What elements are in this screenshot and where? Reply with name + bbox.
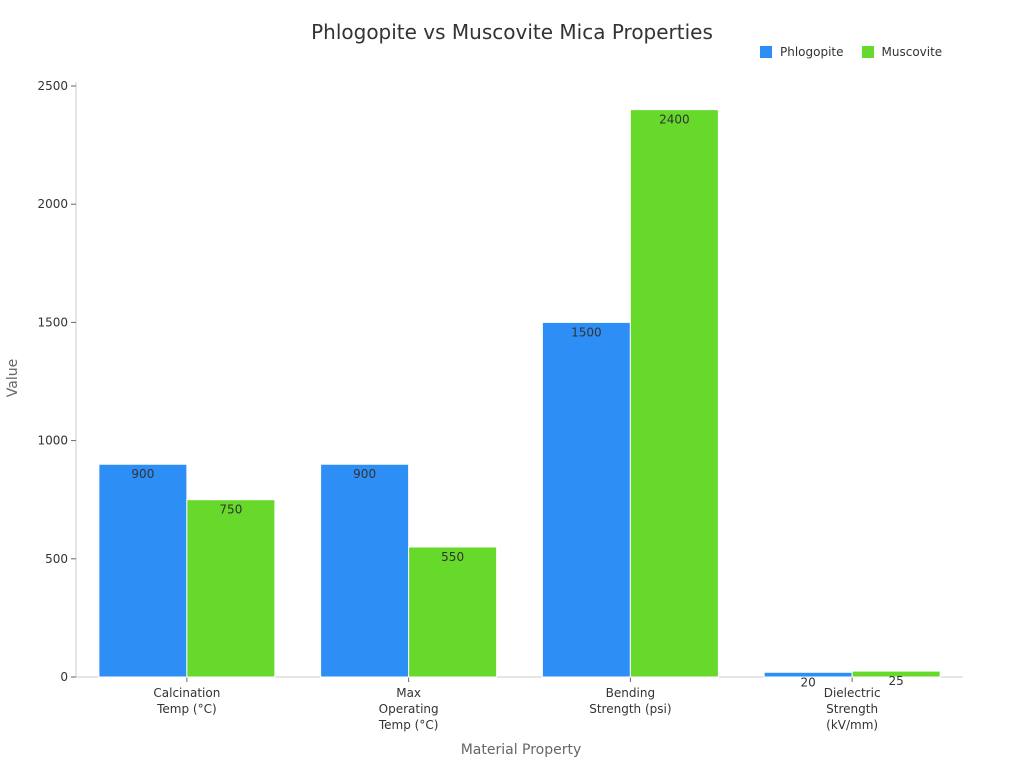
chart-title: Phlogopite vs Muscovite Mica Properties xyxy=(311,20,713,44)
bar-phlogopite-0 xyxy=(98,463,188,678)
x-tick-label: Calcination xyxy=(153,686,220,700)
x-tick-label: (kV/mm) xyxy=(826,718,878,732)
x-tick-label: Max xyxy=(396,686,421,700)
y-tick-label: 500 xyxy=(45,552,68,566)
x-axis-label: Material Property xyxy=(460,742,582,758)
legend-swatch-phlogopite xyxy=(760,46,772,58)
x-tick-label: Dielectric xyxy=(824,686,881,700)
x-tick-label: Strength xyxy=(826,702,878,716)
data-label: 750 xyxy=(219,503,242,517)
x-tick-label: Strength (psi) xyxy=(589,702,671,716)
x-tick-label: Temp (°C) xyxy=(378,718,439,732)
x-tick-label: Bending xyxy=(606,686,655,700)
legend-item-muscovite[interactable]: Muscovite xyxy=(861,45,943,59)
y-tick-label: 1000 xyxy=(37,434,68,448)
bar-muscovite-2 xyxy=(629,109,719,678)
bar-phlogopite-1 xyxy=(320,463,410,678)
data-label: 550 xyxy=(441,550,464,564)
legend-label-phlogopite: Phlogopite xyxy=(780,45,844,59)
data-label: 20 xyxy=(800,675,815,689)
y-tick-label: 1500 xyxy=(37,315,68,329)
legend-item-phlogopite[interactable]: Phlogopite xyxy=(760,45,844,59)
y-tick-label: 0 xyxy=(60,670,68,684)
x-tick-label: Operating xyxy=(379,702,439,716)
legend-label-muscovite: Muscovite xyxy=(881,45,943,59)
data-label: 900 xyxy=(131,467,154,481)
data-label: 900 xyxy=(353,467,376,481)
data-label: 1500 xyxy=(571,325,602,339)
y-tick-label: 2500 xyxy=(37,79,68,93)
legend: Phlogopite Muscovite xyxy=(760,45,942,59)
bar-muscovite-3 xyxy=(851,670,941,678)
bar-muscovite-1 xyxy=(408,546,498,678)
bar-phlogopite-2 xyxy=(541,321,631,678)
bar-muscovite-0 xyxy=(186,499,276,678)
y-tick-label: 2000 xyxy=(37,197,68,211)
x-tick-label: Temp (°C) xyxy=(156,702,217,716)
data-label: 2400 xyxy=(659,113,690,127)
legend-swatch-muscovite xyxy=(861,46,874,58)
data-label: 25 xyxy=(888,674,903,688)
